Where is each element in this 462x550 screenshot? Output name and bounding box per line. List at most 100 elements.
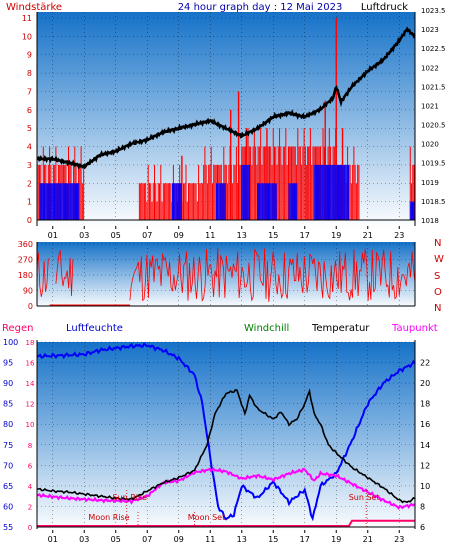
pressure-tick-label: 1020.5 xyxy=(421,122,446,130)
temp-x-tick-label: 07 xyxy=(142,535,152,544)
temperature-panel xyxy=(37,342,415,532)
temp-tick-label: 16 xyxy=(420,420,430,429)
rain-tick-label: 12 xyxy=(26,401,35,409)
temp-tick-label: 12 xyxy=(420,461,430,470)
wind-x-tick-label: 23 xyxy=(394,231,404,240)
humidity-tick-label: 100 xyxy=(3,338,18,347)
wind-x-tick-label: 15 xyxy=(268,231,278,240)
rain-line xyxy=(37,519,415,527)
compass-label: S xyxy=(434,271,440,282)
humidity-line xyxy=(36,341,416,522)
humidity-tick-label: 60 xyxy=(3,502,13,511)
wind-tick-label: 4 xyxy=(27,143,32,152)
rain-tick-label: 16 xyxy=(26,360,35,368)
temp-x-tick-label: 11 xyxy=(205,535,215,544)
sun-moon-markers xyxy=(126,490,367,527)
temp-x-tick-label: 05 xyxy=(111,535,121,544)
moon-set-label: Moon Set xyxy=(188,513,225,522)
dir-tick-label: 0 xyxy=(28,302,33,311)
wind-tick-label: 7 xyxy=(27,87,32,96)
pressure-tick-label: 1022.5 xyxy=(421,45,446,53)
wind-tick-label: 8 xyxy=(27,69,32,78)
temp-tick-label: 14 xyxy=(420,441,430,450)
pressure-tick-label: 1021 xyxy=(421,102,439,110)
temperature-axes: 55 60 65 70 75 80 85 90 95 100 0 2 4 6 8 10 12 14 16 18 6 8 10… xyxy=(3,338,430,544)
pressure-tick-label: 1023.5 xyxy=(421,7,446,15)
wind-x-tick-label: 09 xyxy=(174,231,184,240)
humidity-tick-label: 55 xyxy=(3,523,13,532)
sun-set-label: Sun Set xyxy=(349,493,380,502)
dir-tick-label: 90 xyxy=(23,287,33,296)
temp-x-tick-label: 09 xyxy=(174,535,184,544)
header-right-label: Luftdruck xyxy=(361,2,408,13)
compass-label: N xyxy=(434,303,441,314)
rain-tick-label: 0 xyxy=(28,524,32,532)
legend-windchill: Windchill xyxy=(244,323,289,334)
temp-tick-label: 20 xyxy=(420,379,430,388)
temperature-line xyxy=(37,388,416,504)
legend-temperatur: Temperatur xyxy=(311,323,370,334)
temp-x-tick-label: 17 xyxy=(300,535,310,544)
rain-tick-label: 2 xyxy=(28,503,32,511)
temp-tick-label: 18 xyxy=(420,400,430,409)
wind-tick-label: 2 xyxy=(27,179,32,188)
humidity-tick-label: 95 xyxy=(3,359,13,368)
rain-tick-label: 10 xyxy=(26,421,35,429)
sun-rise-label: Sun Rise xyxy=(112,493,147,502)
legend-taupunkt: Taupunkt xyxy=(391,323,438,334)
wind-tick-label: 11 xyxy=(22,14,32,23)
pressure-tick-label: 1021.5 xyxy=(421,83,446,91)
compass-label: N xyxy=(434,238,441,249)
rain-tick-label: 18 xyxy=(26,339,35,347)
legend-regen: Regen xyxy=(2,323,34,334)
temp-x-tick-label: 23 xyxy=(394,535,404,544)
wind-tick-label: 3 xyxy=(27,161,32,170)
rain-tick-label: 8 xyxy=(28,442,32,450)
pressure-tick-label: 1023 xyxy=(421,26,439,34)
wind-direction-trace xyxy=(129,247,416,302)
header-left-label: Windstärke xyxy=(6,2,62,13)
temp-x-tick-label: 15 xyxy=(268,535,278,544)
header-title: 24 hour graph day : 12 Mai 2023 xyxy=(178,2,343,13)
temp-x-tick-label: 03 xyxy=(79,535,89,544)
wind-tick-label: 5 xyxy=(27,124,32,133)
pressure-line xyxy=(36,26,416,170)
dewpoint-line xyxy=(37,467,416,510)
temp-tick-label: 6 xyxy=(420,523,425,532)
dir-tick-label: 270 xyxy=(18,256,33,265)
rain-tick-label: 6 xyxy=(28,462,33,470)
pressure-tick-label: 1022 xyxy=(421,64,439,72)
dir-tick-label: 360 xyxy=(18,240,33,249)
wind-average-bars xyxy=(39,164,416,220)
wind-x-tick-label: 05 xyxy=(111,231,121,240)
temp-tick-label: 8 xyxy=(420,502,425,511)
wind-direction-trace xyxy=(36,252,49,297)
humidity-tick-label: 90 xyxy=(3,379,13,388)
wind-tick-label: 6 xyxy=(27,106,32,115)
wind-x-tick-label: 13 xyxy=(237,231,247,240)
wind-tick-label: 10 xyxy=(22,32,32,41)
wind-x-tick-label: 19 xyxy=(331,231,341,240)
wind-tick-label: 1 xyxy=(27,198,32,207)
wind-x-tick-label: 17 xyxy=(300,231,310,240)
wind-x-tick-label: 01 xyxy=(48,231,58,240)
moon-rise-label: Moon Rise xyxy=(88,513,129,522)
temp-tick-label: 10 xyxy=(420,482,430,491)
rain-tick-label: 14 xyxy=(26,380,35,388)
wind-x-tick-label: 07 xyxy=(142,231,152,240)
legend-luftfeuchte: Luftfeuchte xyxy=(66,323,123,334)
wind-direction-trace xyxy=(55,249,74,297)
temp-x-tick-label: 21 xyxy=(363,535,373,544)
humidity-tick-label: 75 xyxy=(3,441,13,450)
pressure-tick-label: 1020 xyxy=(421,141,439,149)
compass-label: W xyxy=(434,254,444,265)
rain-tick-label: 4 xyxy=(28,483,33,491)
pressure-tick-label: 1018.5 xyxy=(421,198,446,206)
wind-x-tick-label: 21 xyxy=(363,231,373,240)
temp-x-tick-label: 13 xyxy=(237,535,247,544)
humidity-tick-label: 80 xyxy=(3,420,13,429)
wind-tick-label: 0 xyxy=(27,216,32,225)
